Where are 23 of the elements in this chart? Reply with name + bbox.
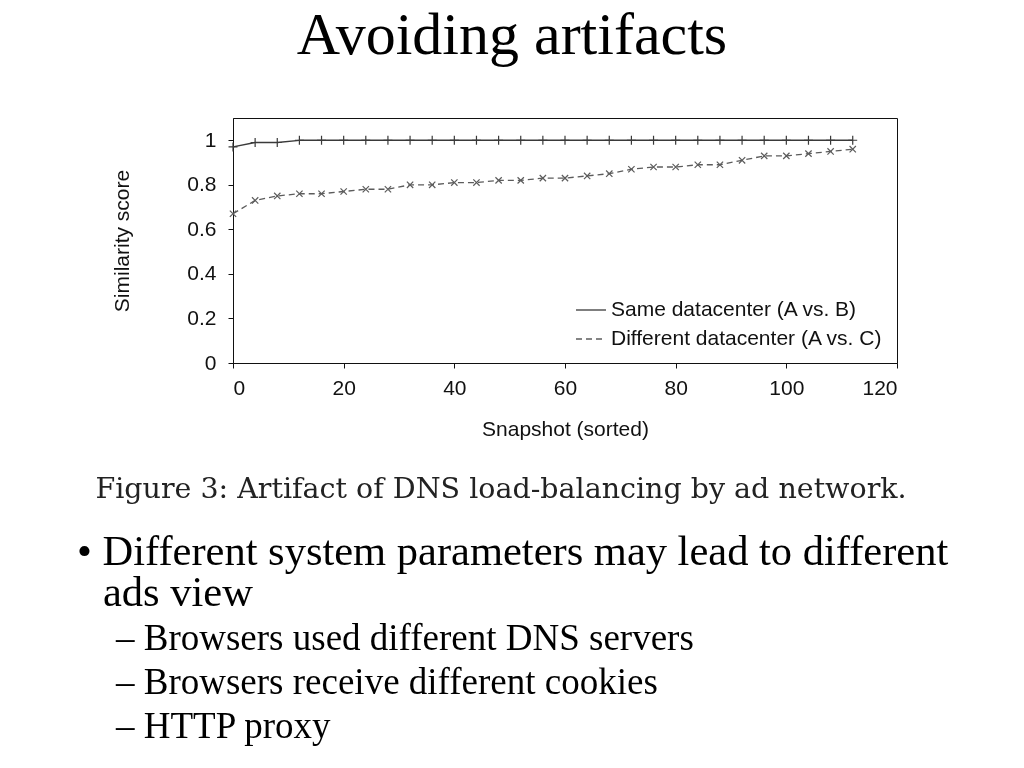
x-tick-label: 120 (862, 375, 898, 399)
x-tick-label: 20 (332, 375, 356, 399)
x-axis-title: Snapshot (sorted) (482, 416, 649, 440)
x-tick-label: 100 (769, 375, 805, 399)
x-tick-label: 0 (233, 375, 246, 399)
legend-label: Same datacenter (A vs. B) (611, 297, 857, 320)
x-tick-label: 80 (664, 375, 688, 399)
y-tick-label: 0.4 (187, 261, 217, 285)
y-tick-label: 0.6 (187, 216, 217, 240)
text: – Browsers receive different cookies (115, 661, 658, 702)
x-tick-label: 60 (553, 375, 578, 399)
y-tick-label: 0 (204, 350, 217, 374)
y-tick-label: 0.2 (187, 305, 217, 329)
y-axis-title: Similarity score (110, 169, 134, 313)
chart-title: Avoiding artifacts (296, 1, 728, 67)
caption: Figure 3: Artifact of DNS load-balancing by ad network. (95, 472, 907, 505)
y-tick-label: 0.8 (187, 172, 217, 196)
text: – HTTP proxy (115, 705, 331, 746)
text: – Browsers used different DNS servers (115, 617, 694, 658)
y-tick-label: 1 (204, 127, 217, 151)
legend-label: Different datacenter (A vs. C) (611, 326, 882, 349)
x-tick-label: 40 (443, 375, 467, 399)
text: • Different system parameters may lead to different ads view (77, 527, 949, 615)
